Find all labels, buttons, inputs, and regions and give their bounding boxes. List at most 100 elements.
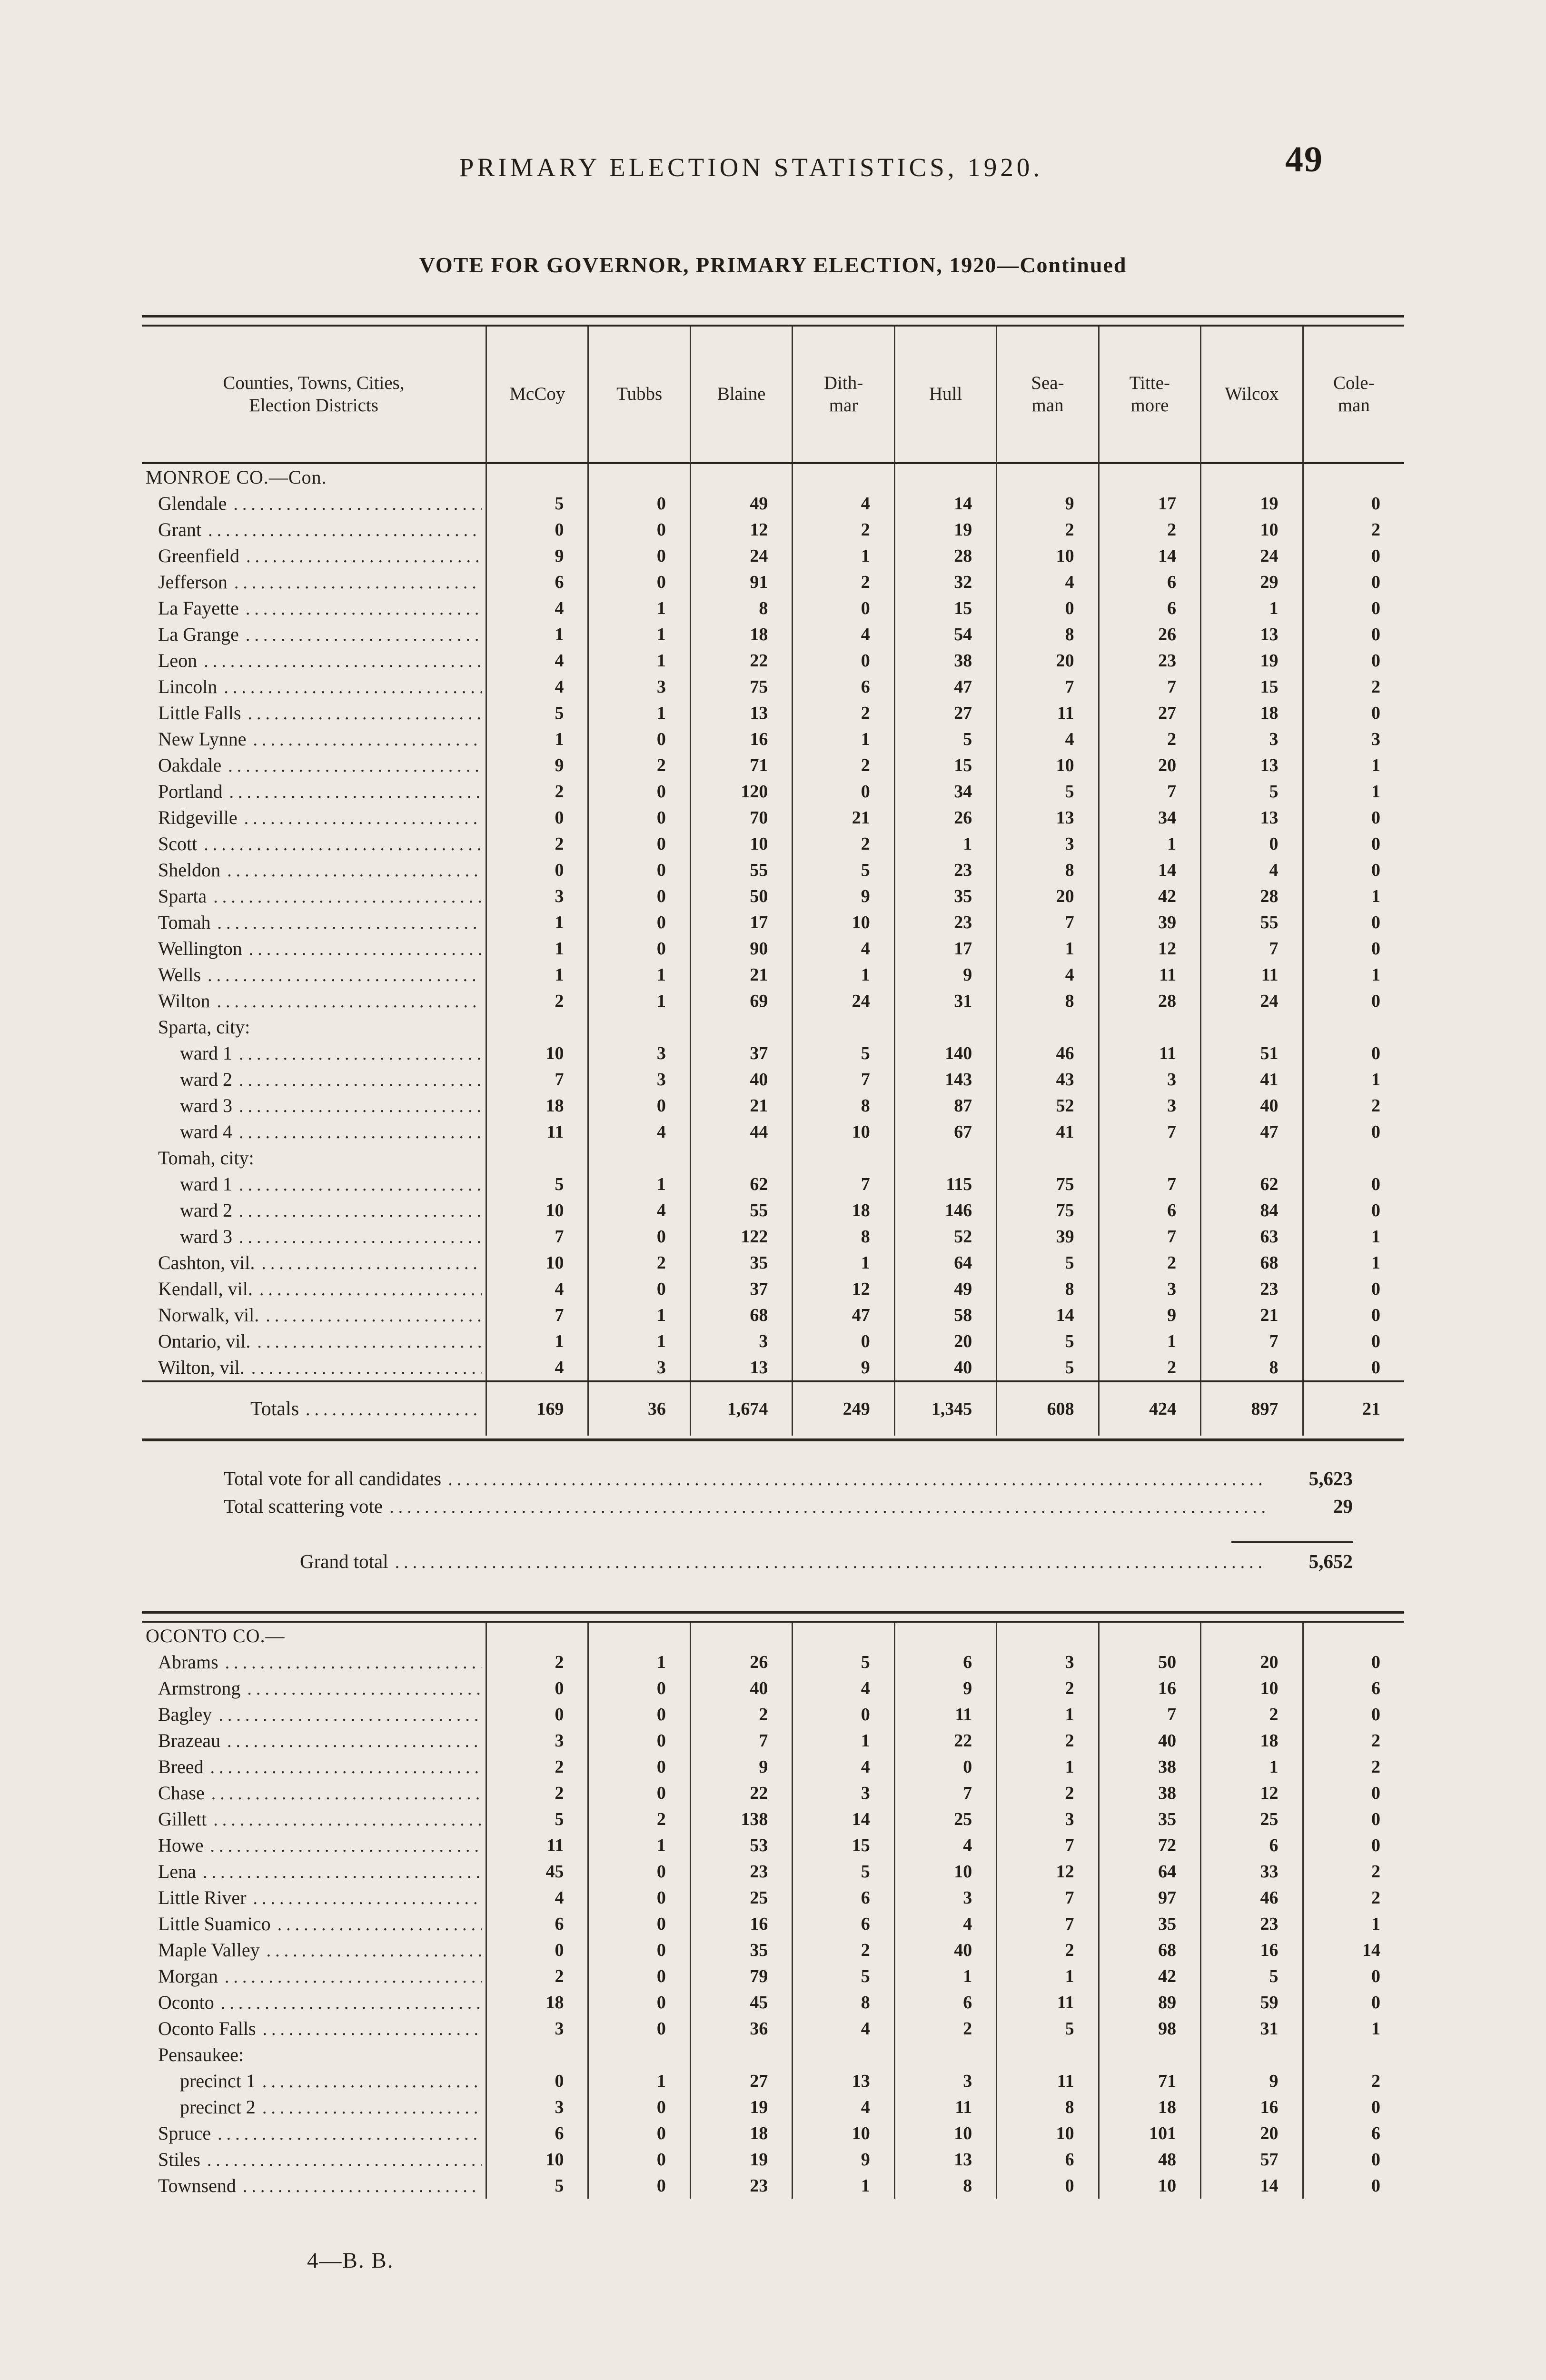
cell-value: 34: [1098, 804, 1200, 831]
cell-value: 35: [689, 1937, 792, 1963]
column-header-candidate: Wilcox: [1200, 327, 1302, 462]
cell-value: 7: [486, 1223, 587, 1250]
dot-leader: [253, 728, 482, 750]
cell-value: 0: [587, 1701, 689, 1727]
table-body: OCONTO CO.—Abrams212656350200Armstrong00…: [142, 1623, 1404, 2199]
summary-value: 5,623: [1308, 1468, 1353, 1489]
table-row: La Fayette4180150610: [142, 595, 1404, 621]
column-header-candidate: Titte- more: [1098, 327, 1200, 462]
cell-value: 11: [1098, 962, 1200, 988]
cell-value: 23: [1098, 647, 1200, 674]
cell-value: 4: [893, 1911, 996, 1937]
cell-value: 35: [893, 883, 996, 909]
cell-value: 1: [1302, 1066, 1404, 1092]
cell-value: [996, 1145, 1098, 1171]
cell-value: 0: [1302, 909, 1404, 935]
cell-value: [1200, 464, 1302, 490]
cell-value: 6: [792, 674, 893, 700]
row-label-text: Abrams: [158, 1651, 218, 1673]
cell-value: 0: [1302, 857, 1404, 883]
row-label: Totals: [142, 1382, 486, 1436]
cell-value: 7: [1098, 1223, 1200, 1250]
cell-value: 0: [587, 883, 689, 909]
cell-value: 0: [587, 726, 689, 752]
cell-value: 16: [1200, 2094, 1302, 2120]
cell-value: 10: [792, 1119, 893, 1145]
cell-value: 3: [587, 674, 689, 700]
row-label: Oconto Falls: [142, 2015, 486, 2042]
cell-value: 12: [689, 516, 792, 543]
row-label: Abrams: [142, 1649, 486, 1675]
row-label-text: Maple Valley: [158, 1939, 260, 1961]
dot-leader: [247, 1677, 482, 1699]
cell-value: [587, 464, 689, 490]
cell-value: 25: [689, 1884, 792, 1911]
cell-value: 0: [486, 1675, 587, 1701]
cell-value: 12: [996, 1858, 1098, 1884]
cell-value: 2: [1302, 674, 1404, 700]
cell-value: [587, 1623, 689, 1649]
cell-value: 28: [893, 543, 996, 569]
row-label-text: Ridgeville: [158, 807, 238, 828]
table-row: precinct 23019411818160: [142, 2094, 1404, 2120]
cell-value: 16: [1200, 1937, 1302, 1963]
cell-value: 23: [1200, 1911, 1302, 1937]
cell-value: 0: [587, 1963, 689, 1989]
cell-value: 1: [587, 1649, 689, 1675]
table-header-row: Counties, Towns, Cities, Election Distri…: [142, 327, 1404, 464]
cell-value: 0: [587, 1754, 689, 1780]
cell-value: 9: [689, 1754, 792, 1780]
cell-value: 97: [1098, 1884, 1200, 1911]
cell-value: [1098, 1014, 1200, 1040]
cell-value: 0: [1302, 1989, 1404, 2015]
row-label-text: ward 3: [180, 1226, 232, 1247]
dot-leader: [239, 1225, 482, 1248]
cell-value: 10: [996, 543, 1098, 569]
cell-value: [587, 1145, 689, 1171]
row-label: Bagley: [142, 1701, 486, 1727]
row-label-text: ward 1: [180, 1173, 232, 1195]
dot-leader: [208, 963, 482, 986]
cell-value: 18: [1200, 1727, 1302, 1754]
cell-value: 122: [689, 1223, 792, 1250]
cell-value: 4: [486, 1884, 587, 1911]
cell-value: 0: [587, 909, 689, 935]
cell-value: 52: [893, 1223, 996, 1250]
cell-value: 20: [1098, 752, 1200, 778]
summary-sum-rule: [1231, 1541, 1353, 1543]
cell-value: 7: [1098, 1119, 1200, 1145]
cell-value: 15: [792, 1832, 893, 1858]
cell-value: 0: [1302, 2146, 1404, 2172]
cell-value: 0: [1302, 700, 1404, 726]
cell-value: 0: [1302, 1806, 1404, 1832]
cell-value: 0: [587, 2094, 689, 2120]
cell-value: 13: [689, 700, 792, 726]
cell-value: 0: [1302, 1649, 1404, 1675]
cell-value: 45: [689, 1989, 792, 2015]
table-row: Pensaukee:: [142, 2042, 1404, 2068]
table-row: ward 151627115757620: [142, 1171, 1404, 1197]
cell-value: 14: [996, 1302, 1098, 1328]
cell-value: 11: [893, 2094, 996, 2120]
dot-leader: [228, 754, 482, 776]
cell-value: 0: [587, 2172, 689, 2199]
cell-value: 2: [1098, 516, 1200, 543]
cell-value: 0: [1302, 1302, 1404, 1328]
cell-value: 8: [792, 1989, 893, 2015]
table-top-rule: [142, 1611, 1404, 1623]
cell-value: 54: [893, 621, 996, 647]
row-label-text: Little Suamico: [158, 1913, 271, 1934]
cell-value: 13: [1200, 621, 1302, 647]
cell-value: 14: [893, 490, 996, 516]
table-row: Armstrong004049216106: [142, 1675, 1404, 1701]
dot-leader: [208, 518, 482, 541]
cell-value: 50: [1098, 1649, 1200, 1675]
dot-leader: [213, 885, 482, 907]
cell-value: 10: [486, 2146, 587, 2172]
cell-value: 7: [689, 1727, 792, 1754]
cell-value: 1: [486, 935, 587, 962]
votes-table-monroe: Counties, Towns, Cities, Election Distri…: [142, 315, 1404, 1441]
cell-value: 1: [587, 621, 689, 647]
cell-value: [893, 2042, 996, 2068]
